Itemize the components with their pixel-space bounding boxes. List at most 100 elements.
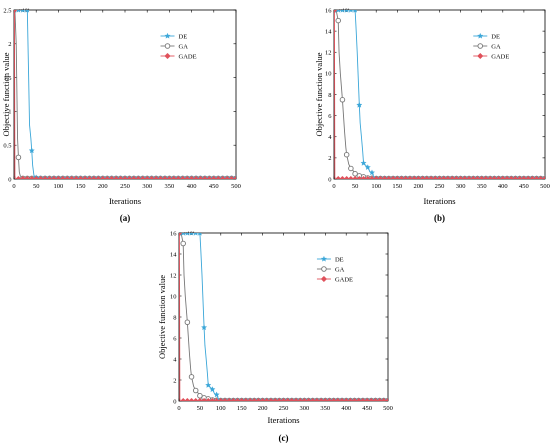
marker-ga (335, 17, 341, 24)
marker-gade (99, 175, 106, 179)
marker-gade (152, 175, 160, 179)
marker-gade (192, 175, 200, 179)
x-tick-label: 150 (76, 183, 86, 190)
marker-gade (524, 175, 532, 179)
marker-gade (537, 175, 544, 179)
marker-gade (200, 397, 208, 401)
y-tick-label: 12 (325, 50, 332, 57)
x-tick-label: 500 (383, 405, 393, 412)
marker-gade (449, 175, 456, 179)
marker-gade (73, 175, 80, 179)
y-tick-label: 14 (170, 251, 177, 258)
marker-gade (24, 175, 31, 179)
y-axis-label: Objective function value (314, 52, 324, 136)
y-tick-label: 2 (328, 155, 331, 162)
marker-gade (95, 175, 102, 179)
x-tick-label: 450 (362, 405, 372, 412)
legend-marker-gade (320, 275, 328, 283)
y-tick-label: 0 (8, 176, 11, 183)
x-tick-label: 300 (300, 405, 310, 412)
marker-gade (230, 397, 237, 401)
marker-gade (271, 397, 279, 401)
y-tick-label: 1 (8, 109, 11, 116)
legend-label-de: DE (179, 33, 188, 40)
y-tick-label: 4 (328, 134, 332, 141)
marker-gade (210, 175, 217, 179)
y-tick-label: 2 (173, 377, 176, 384)
series-ga (179, 233, 388, 401)
marker-gade (385, 175, 393, 179)
marker-gade (209, 397, 216, 401)
marker-gade (380, 397, 387, 401)
legend-marker-ga (321, 266, 327, 272)
legend-label-gade: GADE (179, 53, 197, 60)
marker-gade (339, 175, 346, 179)
marker-de (356, 101, 363, 108)
x-tick-label: 300 (142, 183, 152, 190)
x-tick-label: 350 (320, 405, 330, 412)
marker-gade (360, 175, 367, 179)
marker-gade (491, 175, 498, 179)
series-line-gade (334, 10, 545, 179)
x-tick-label: 150 (392, 183, 402, 190)
y-tick-label: 6 (328, 113, 332, 120)
series-gade (14, 10, 236, 179)
marker-gade (170, 175, 177, 179)
marker-gade (238, 397, 245, 401)
marker-gade (135, 175, 142, 179)
marker-gade (301, 397, 308, 401)
legend-marker-ga (164, 43, 171, 49)
marker-gade (179, 233, 183, 237)
marker-de (181, 233, 186, 236)
marker-de (205, 382, 212, 388)
marker-gade (219, 175, 226, 179)
x-tick-label: 250 (120, 183, 130, 190)
marker-gade (355, 397, 362, 401)
series-gade (334, 10, 545, 179)
series-line-de (14, 10, 236, 179)
marker-gade (188, 175, 195, 179)
y-axis-label: Objective function value (157, 275, 167, 359)
y-tick-label: 6 (173, 335, 177, 342)
marker-de (198, 233, 202, 236)
marker-gade (541, 175, 545, 179)
marker-gade (363, 397, 371, 401)
marker-gade (533, 175, 540, 179)
legend: DE GA GADE (473, 32, 509, 60)
legend-marker-de (164, 32, 171, 39)
marker-gade (86, 175, 93, 179)
marker-gade (356, 175, 363, 179)
marker-gade (313, 397, 321, 401)
marker-de (209, 386, 216, 393)
x-tick-label: 400 (187, 183, 197, 190)
legend-marker-ga (477, 43, 484, 49)
marker-gade (251, 397, 258, 401)
marker-gade (338, 397, 346, 401)
marker-gade (415, 175, 422, 179)
marker-gade (359, 397, 367, 401)
marker-ga (15, 154, 22, 161)
marker-gade (292, 397, 300, 401)
marker-gade (305, 397, 312, 401)
x-tick-label: 150 (237, 405, 247, 412)
marker-gade (19, 175, 27, 179)
x-tick-label: 50 (197, 405, 204, 412)
marker-de (353, 10, 357, 13)
marker-gade (139, 175, 146, 179)
marker-gade (192, 397, 199, 401)
marker-de (189, 233, 194, 236)
legend-label-ga: GA (491, 43, 501, 50)
marker-gade (59, 175, 66, 179)
marker-gade (398, 175, 405, 179)
y-tick-label: 0.5 (3, 143, 11, 150)
marker-gade (46, 175, 53, 179)
marker-gade (242, 397, 250, 401)
series-de (14, 10, 236, 179)
marker-gade (334, 10, 338, 14)
series-line-ga (334, 10, 545, 179)
x-tick-label: 50 (33, 183, 40, 190)
x-tick-label: 100 (54, 183, 64, 190)
marker-gade (381, 175, 388, 179)
series-ga (334, 10, 545, 179)
x-tick-label: 350 (165, 183, 175, 190)
